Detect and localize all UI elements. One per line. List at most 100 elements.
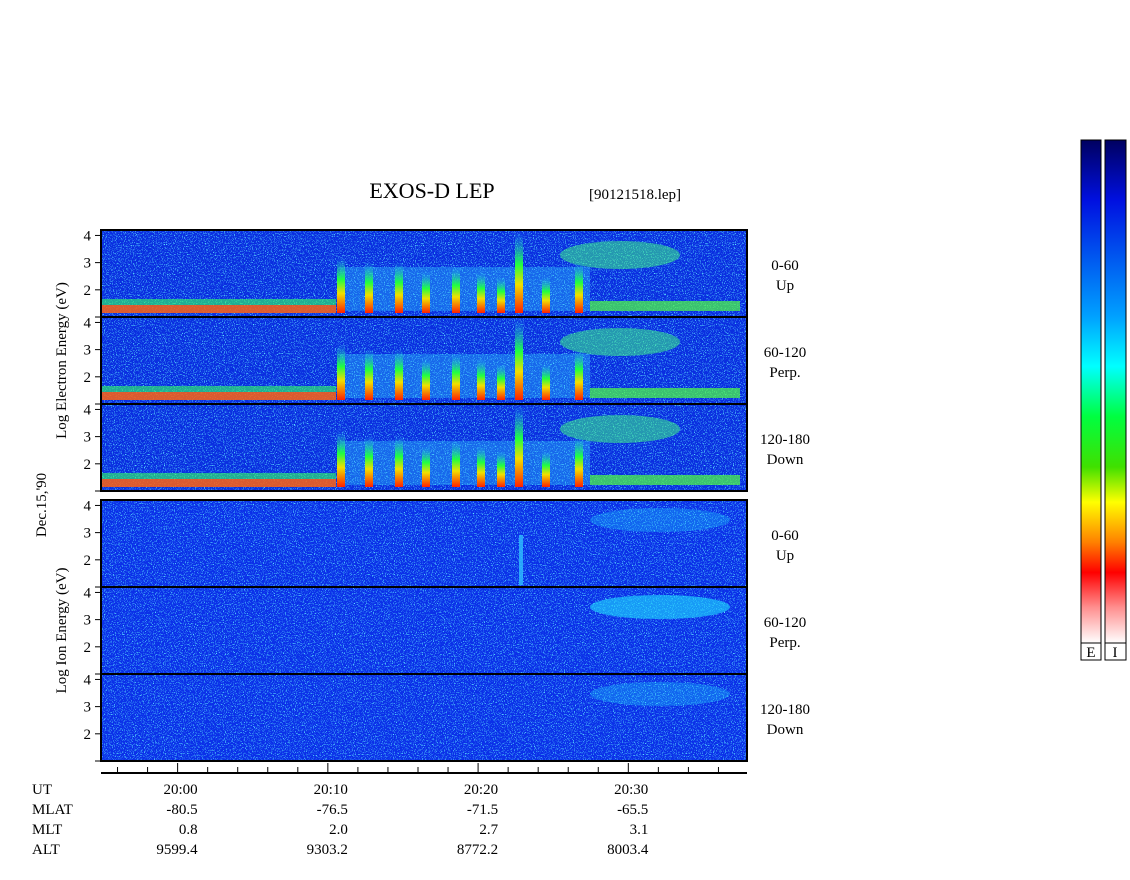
spectrogram-feature bbox=[575, 349, 583, 400]
panel-label: 60-120 bbox=[764, 615, 807, 631]
spectrogram-feature bbox=[560, 241, 680, 269]
spectrogram-feature bbox=[515, 319, 523, 400]
spectrogram-feature bbox=[477, 359, 485, 400]
spectrogram-feature bbox=[590, 388, 740, 398]
y-tick-label: 3 bbox=[84, 700, 92, 716]
spectrogram-feature bbox=[337, 257, 345, 313]
x-tick-label: 20:00 bbox=[163, 782, 197, 798]
spectrogram-feature bbox=[395, 436, 403, 487]
y-tick-label: 3 bbox=[84, 256, 92, 272]
panel-sublabel: Up bbox=[776, 548, 794, 564]
spectrogram-feature bbox=[515, 406, 523, 487]
chart-subtitle: [90121518.lep] bbox=[589, 187, 681, 203]
panel-label: 0-60 bbox=[771, 258, 799, 274]
spectrogram-feature bbox=[422, 272, 430, 313]
colorbar-label: E bbox=[1086, 645, 1095, 661]
row-value: -65.5 bbox=[617, 802, 648, 818]
spectrogram-feature bbox=[340, 441, 590, 485]
spectrogram-feature bbox=[101, 479, 336, 487]
spectrogram-noise bbox=[101, 674, 747, 761]
row-value: -76.5 bbox=[317, 802, 348, 818]
x-tick-label: 20:10 bbox=[314, 782, 348, 798]
x-tick-label: 20:20 bbox=[464, 782, 498, 798]
spectrogram-feature bbox=[515, 232, 523, 313]
spectrogram-feature bbox=[337, 344, 345, 400]
row-value: -80.5 bbox=[166, 802, 197, 818]
spectrogram-feature bbox=[560, 328, 680, 356]
row-value: 3.1 bbox=[630, 822, 649, 838]
spectrogram-feature bbox=[542, 364, 550, 400]
spectrogram-feature bbox=[497, 451, 505, 487]
spectrogram-feature bbox=[101, 473, 336, 479]
y-tick-label: 4 bbox=[84, 498, 92, 514]
date-label: Dec.15,'90 bbox=[34, 473, 50, 537]
panel-frame bbox=[100, 499, 748, 762]
spectrogram-feature bbox=[452, 441, 460, 487]
y-tick-label: 2 bbox=[84, 727, 92, 743]
spectrogram-feature bbox=[101, 392, 336, 400]
y-tick-label: 2 bbox=[84, 457, 92, 473]
spectrogram-feature bbox=[365, 262, 373, 313]
spectrogram-feature bbox=[101, 305, 336, 313]
panel-sublabel: Down bbox=[767, 722, 804, 738]
spectrogram-feature bbox=[590, 508, 730, 532]
y-tick-label: 3 bbox=[84, 526, 92, 542]
spectrogram-feature bbox=[497, 277, 505, 313]
colorbar-label-box bbox=[1080, 642, 1102, 661]
y-tick-label: 4 bbox=[84, 585, 92, 601]
spectrogram-feature bbox=[575, 436, 583, 487]
y-axis-label: Log Ion Energy (eV) bbox=[54, 568, 70, 694]
row-name: MLAT bbox=[32, 802, 73, 818]
y-tick-label: 2 bbox=[84, 283, 92, 299]
panel-label: 60-120 bbox=[764, 345, 807, 361]
y-tick-label: 4 bbox=[84, 672, 92, 688]
panel-label: 120-180 bbox=[760, 432, 810, 448]
spectrogram-feature bbox=[542, 277, 550, 313]
spectrogram-feature bbox=[340, 267, 590, 311]
panel-frame bbox=[100, 229, 748, 492]
panel-label: 0-60 bbox=[771, 528, 799, 544]
spectrogram-feature bbox=[477, 272, 485, 313]
spectrogram-feature bbox=[560, 415, 680, 443]
spectrogram-feature bbox=[590, 475, 740, 485]
spectrogram-feature bbox=[452, 267, 460, 313]
panel-sublabel: Perp. bbox=[769, 635, 800, 651]
spectrogram-feature bbox=[575, 262, 583, 313]
panel-sublabel: Down bbox=[767, 452, 804, 468]
panel-label: 120-180 bbox=[760, 702, 810, 718]
spectrogram-feature bbox=[590, 301, 740, 311]
spectrogram-feature bbox=[101, 386, 336, 392]
colorbar bbox=[1080, 139, 1102, 644]
spectrogram-feature bbox=[365, 349, 373, 400]
row-name: ALT bbox=[32, 842, 60, 858]
row-value: 9599.4 bbox=[156, 842, 198, 858]
y-tick-label: 2 bbox=[84, 640, 92, 656]
y-tick-label: 4 bbox=[84, 402, 92, 418]
y-tick-label: 3 bbox=[84, 613, 92, 629]
row-value: 2.7 bbox=[479, 822, 498, 838]
spectrogram-feature bbox=[519, 535, 523, 585]
colorbar-label-box bbox=[1104, 642, 1127, 661]
chart-title: EXOS-D LEP bbox=[369, 178, 494, 203]
colorbar bbox=[1104, 139, 1127, 644]
y-tick-label: 4 bbox=[84, 315, 92, 331]
y-tick-label: 4 bbox=[84, 228, 92, 244]
row-value: -71.5 bbox=[467, 802, 498, 818]
spectrogram-feature bbox=[337, 431, 345, 487]
y-tick-label: 3 bbox=[84, 430, 92, 446]
spectrogram-feature bbox=[395, 349, 403, 400]
spectrogram-feature bbox=[452, 354, 460, 400]
y-axis-label: Log Electron Energy (eV) bbox=[54, 282, 70, 439]
spectrogram-feature bbox=[497, 364, 505, 400]
spectrogram-feature bbox=[590, 595, 730, 619]
y-tick-label: 2 bbox=[84, 370, 92, 386]
panel-sublabel: Up bbox=[776, 278, 794, 294]
spectrogram-feature bbox=[101, 299, 336, 305]
y-tick-label: 3 bbox=[84, 343, 92, 359]
row-value: 0.8 bbox=[179, 822, 198, 838]
panel-sublabel: Perp. bbox=[769, 365, 800, 381]
row-value: 8003.4 bbox=[607, 842, 649, 858]
spectrogram-feature bbox=[340, 354, 590, 398]
row-name: MLT bbox=[32, 822, 62, 838]
spectrogram-feature bbox=[422, 446, 430, 487]
